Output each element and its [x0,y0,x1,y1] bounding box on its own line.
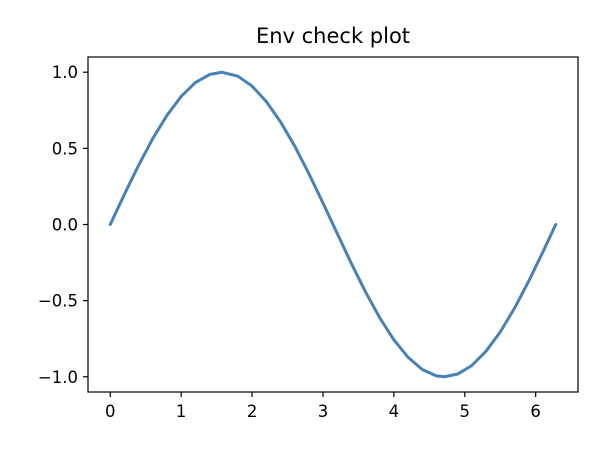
x-tick-label: 4 [389,402,400,421]
x-tick-label: 5 [460,402,471,421]
y-tick-label: −0.5 [38,292,78,311]
x-tick-label: 1 [176,402,187,421]
chart-title: Env check plot [256,24,410,48]
sine-series-line [108,70,558,379]
y-tick-label: −1.0 [38,368,78,387]
y-axis: −1.0 −0.5 0.0 0.5 1.0 [38,63,88,387]
y-tick-label: 0.5 [52,139,78,158]
x-axis: 0 1 2 3 4 5 6 [105,392,541,421]
y-tick-label: 0.0 [52,216,78,235]
y-tick-label: 1.0 [52,63,78,82]
x-tick-label: 6 [530,402,541,421]
series-layer [108,70,558,379]
x-tick-label: 2 [247,402,258,421]
x-tick-label: 3 [318,402,329,421]
x-tick-label: 0 [105,402,116,421]
